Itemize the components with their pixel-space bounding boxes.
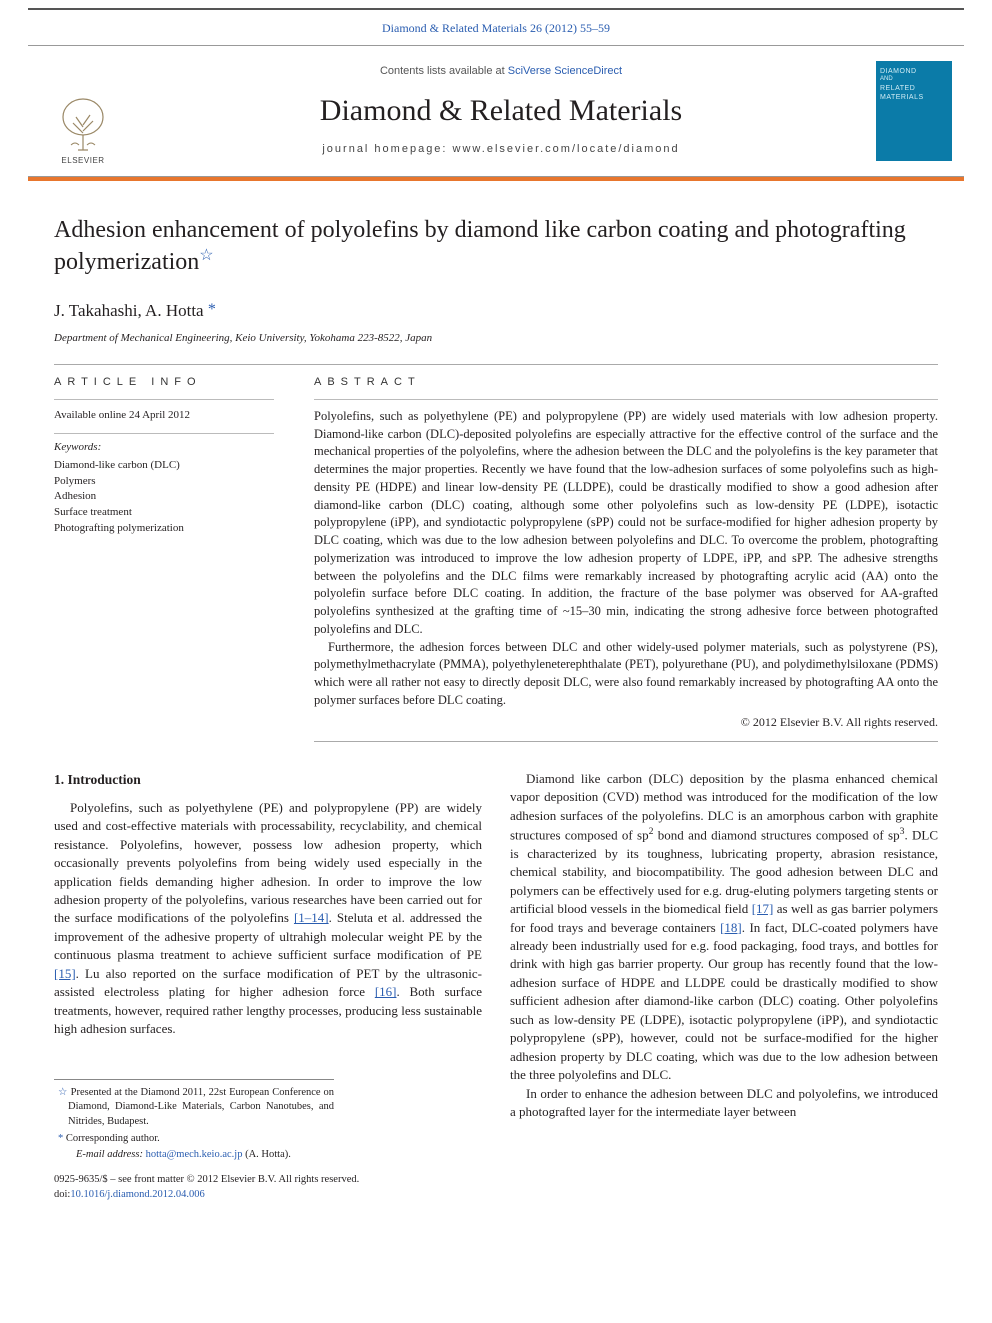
citation-header: Diamond & Related Materials 26 (2012) 55… [0,10,992,45]
meta-grid: ARTICLE INFO Available online 24 April 2… [54,375,938,741]
abstract-bottom-rule [314,741,938,742]
body-text: Polyolefins, such as polyethylene (PE) a… [54,800,482,926]
article-info-column: ARTICLE INFO Available online 24 April 2… [54,375,274,741]
footnote-presented: ☆ Presented at the Diamond 2011, 22st Eu… [54,1086,334,1130]
reference-link[interactable]: [1–14] [294,910,329,925]
sciencedirect-link[interactable]: SciVerse ScienceDirect [508,65,622,77]
footnotes: ☆ Presented at the Diamond 2011, 22st Eu… [54,1079,334,1163]
journal-banner: ELSEVIER Contents lists available at Sci… [28,45,964,177]
keyword-item: Photografting polymerization [54,521,274,537]
footnote-text: Corresponding author. [63,1133,160,1144]
body-text: . In fact, DLC-coated polymers have alre… [510,920,938,1083]
doi-link[interactable]: 10.1016/j.diamond.2012.04.006 [70,1189,204,1200]
body-text: bond and diamond structures composed of … [653,827,899,842]
keyword-item: Adhesion [54,489,274,505]
cover-line1: DIAMOND [880,67,948,76]
body-columns: 1. Introduction Polyolefins, such as pol… [54,770,938,1203]
cover-line3: MATERIALS [880,93,948,102]
body-column-left: 1. Introduction Polyolefins, such as pol… [54,770,482,1203]
elsevier-logo: ELSEVIER [48,86,118,166]
tree-icon [53,95,113,155]
homepage-url: www.elsevier.com/locate/diamond [453,143,680,155]
footnote-corresponding: * Corresponding author. [54,1132,334,1147]
abstract-heading: ABSTRACT [314,375,938,390]
abstract-text: Polyolefins, such as polyethylene (PE) a… [314,408,938,731]
info-rule [54,399,274,400]
body-column-right: Diamond like carbon (DLC) deposition by … [510,770,938,1203]
affiliation: Department of Mechanical Engineering, Ke… [54,331,938,346]
author-list: J. Takahashi, A. Hotta * [54,299,938,323]
email-link[interactable]: hotta@mech.keio.ac.jp [146,1149,243,1160]
issn-line: 0925-9635/$ – see front matter © 2012 El… [54,1173,482,1188]
intro-paragraph-3: In order to enhance the adhesion between… [510,1085,938,1122]
keywords-label: Keywords: [54,433,274,455]
cover-thumb-area: DIAMOND AND RELATED MATERIALS [864,46,964,176]
title-text: Adhesion enhancement of polyolefins by d… [54,217,906,275]
page-footer: 0925-9635/$ – see front matter © 2012 El… [54,1173,482,1202]
publisher-logo-area: ELSEVIER [28,46,138,176]
article-area: Adhesion enhancement of polyolefins by d… [0,181,992,1223]
abstract-p1: Polyolefins, such as polyethylene (PE) a… [314,408,938,639]
contents-line: Contents lists available at SciVerse Sci… [380,64,622,79]
available-online: Available online 24 April 2012 [54,408,274,423]
abstract-rule [314,399,938,400]
doi-line: doi:10.1016/j.diamond.2012.04.006 [54,1188,482,1203]
footnote-marker-icon: ☆ [58,1087,68,1098]
reference-link[interactable]: [17] [752,901,774,916]
corresponding-marker[interactable]: * [208,301,216,318]
article-title: Adhesion enhancement of polyolefins by d… [54,215,938,277]
intro-paragraph-1: Polyolefins, such as polyethylene (PE) a… [54,799,482,1039]
journal-name: Diamond & Related Materials [320,90,682,132]
article-info-heading: ARTICLE INFO [54,375,274,390]
abstract-copyright: © 2012 Elsevier B.V. All rights reserved… [314,714,938,731]
contents-prefix: Contents lists available at [380,65,508,77]
footnote-text: Presented at the Diamond 2011, 22st Euro… [68,1087,334,1127]
doi-prefix: doi: [54,1189,70,1200]
intro-paragraph-2: Diamond like carbon (DLC) deposition by … [510,770,938,1085]
email-label: E-mail address: [76,1149,146,1160]
keyword-item: Polymers [54,474,274,490]
reference-link[interactable]: [18] [720,920,742,935]
cover-thumbnail: DIAMOND AND RELATED MATERIALS [876,61,952,161]
cover-and: AND [880,76,948,84]
authors-text: J. Takahashi, A. Hotta [54,301,204,320]
footnote-email: E-mail address: hotta@mech.keio.ac.jp (A… [54,1148,334,1163]
homepage-line: journal homepage: www.elsevier.com/locat… [322,142,679,157]
keyword-item: Surface treatment [54,505,274,521]
abstract-column: ABSTRACT Polyolefins, such as polyethyle… [314,375,938,741]
homepage-prefix: journal homepage: [322,143,452,155]
citation-link[interactable]: Diamond & Related Materials 26 (2012) 55… [382,21,610,35]
abstract-p2: Furthermore, the adhesion forces between… [314,639,938,710]
email-suffix: (A. Hotta). [242,1149,290,1160]
cover-line2: RELATED [880,84,948,93]
title-note-marker[interactable]: ☆ [199,247,213,264]
publisher-label: ELSEVIER [61,155,104,166]
meta-top-rule [54,364,938,365]
banner-center: Contents lists available at SciVerse Sci… [138,46,864,176]
reference-link[interactable]: [15] [54,966,76,981]
section-heading: 1. Introduction [54,770,482,789]
reference-link[interactable]: [16] [375,984,397,999]
keyword-item: Diamond-like carbon (DLC) [54,458,274,474]
